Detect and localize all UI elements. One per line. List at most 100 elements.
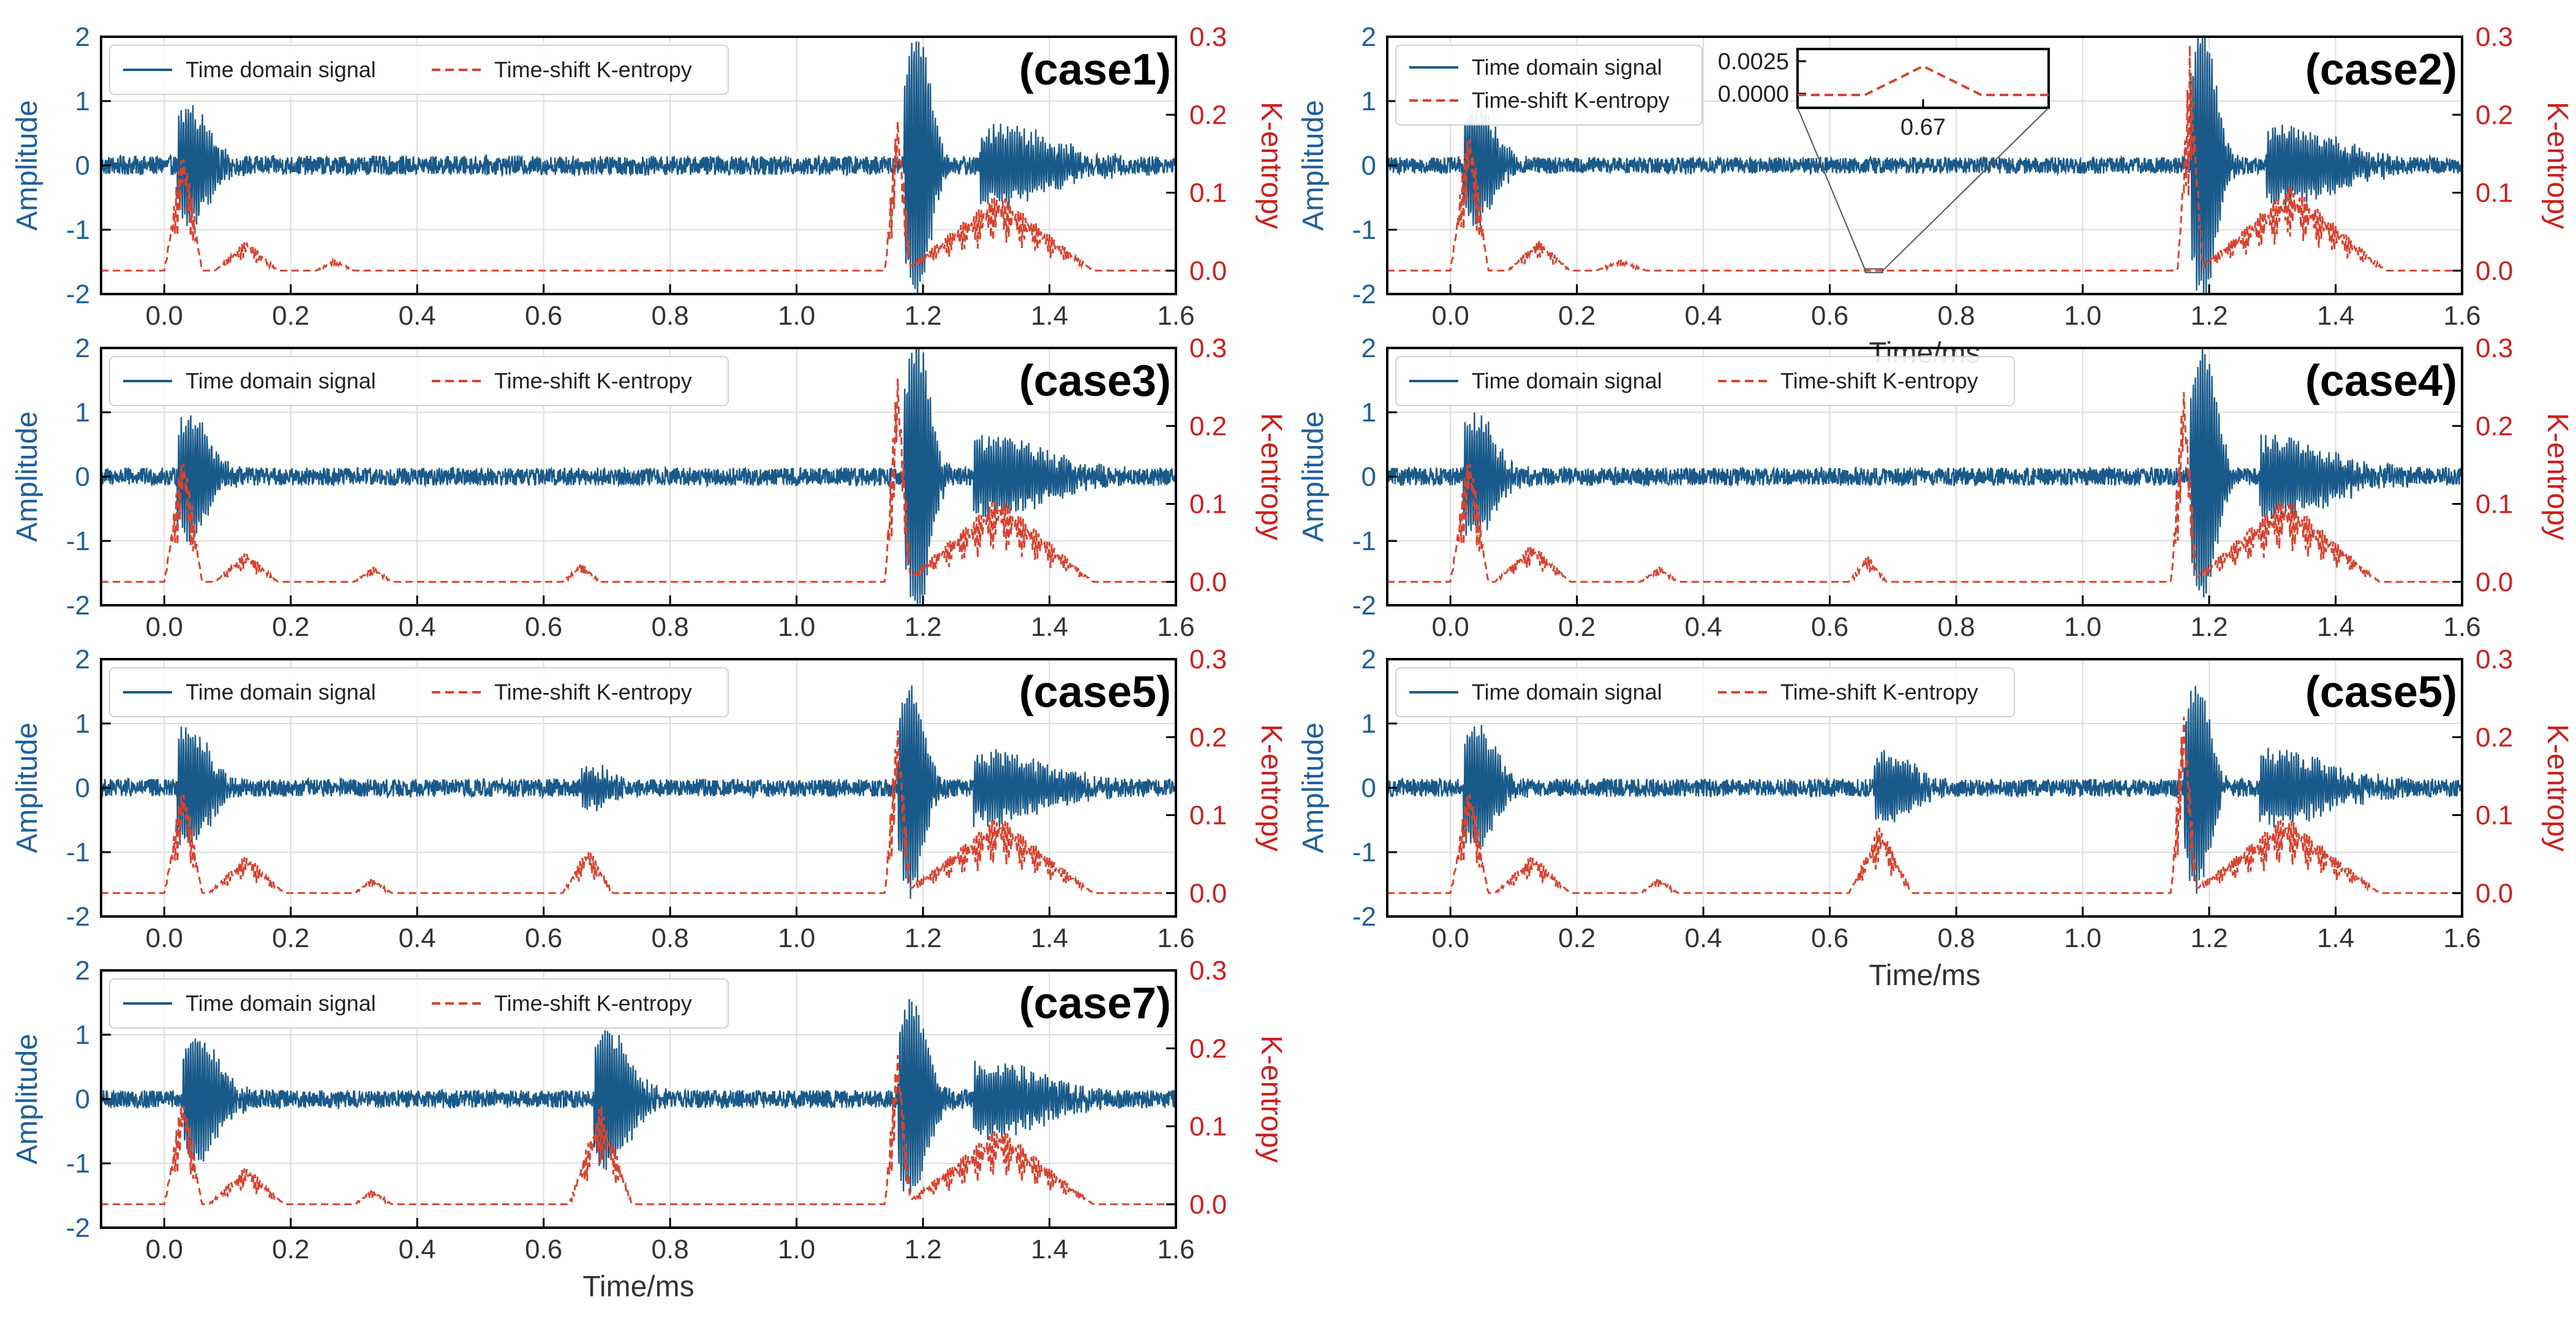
k-entropy-line — [101, 730, 1176, 894]
x-tick-label: 0.2 — [272, 1234, 309, 1264]
y-left-tick-label: 2 — [75, 22, 90, 52]
y-left-tick-label: 2 — [1361, 22, 1376, 52]
series — [1387, 348, 2462, 598]
y-left-tick-label: 2 — [1361, 644, 1376, 674]
y-right-tick-label: 0.2 — [2476, 100, 2513, 130]
y-right-tick-label: 0.2 — [2476, 411, 2513, 441]
legend-entropy-label: Time-shift K-entropy — [1780, 368, 1978, 393]
y-left-tick-label: 1 — [75, 398, 90, 428]
y-right-tick-label: 0.0 — [1189, 567, 1227, 597]
x-tick-label: 0.8 — [1938, 301, 1975, 331]
y-left-tick-label: -2 — [66, 591, 90, 621]
y-right-tick-label: 0.3 — [1189, 956, 1227, 986]
y-left-tick-label: 0 — [1361, 462, 1376, 492]
y-right-tick-label: 0.0 — [2476, 878, 2513, 909]
legend: Time domain signal Time-shift K-entropy — [109, 45, 729, 95]
inset-x-tick-label: 0.67 — [1900, 115, 1946, 140]
x-tick-label: 1.4 — [1031, 1234, 1068, 1264]
k-entropy-line — [1387, 717, 2462, 894]
x-tick-label: 1.2 — [904, 923, 941, 953]
x-tick-label: 0.6 — [1811, 301, 1848, 331]
time-domain-signal-line — [1387, 348, 2462, 598]
y-left-label: Amplitude — [11, 411, 43, 542]
x-tick-label: 0.4 — [399, 612, 436, 642]
x-tick-label: 1.4 — [1031, 612, 1068, 642]
y-left-axis: 2 1 0 -1 -2 — [66, 956, 111, 1243]
legend-box — [1395, 667, 2015, 717]
y-right-tick-label: 0.0 — [2476, 567, 2513, 597]
legend-entropy-label: Time-shift K-entropy — [1472, 88, 1670, 113]
panel-title: (case7) — [1019, 979, 1171, 1028]
y-left-tick-label: 1 — [1361, 86, 1376, 116]
x-axis: 0.0 0.2 0.4 0.6 0.8 1.0 1.2 1.4 1.6 — [1432, 284, 2481, 331]
y-right-tick-label: 0.3 — [1189, 644, 1227, 674]
time-domain-signal-line — [101, 999, 1176, 1193]
x-tick-label: 1.2 — [2190, 301, 2228, 331]
y-right-axis: 0.3 0.2 0.1 0.0 — [1166, 22, 1227, 286]
panel-case1: 0.0 0.2 0.4 0.6 0.8 1.0 1.2 1.4 1.6 2 1 0 -1 -2 0.3 0.2… — [11, 22, 1287, 331]
y-left-tick-label: -1 — [66, 837, 90, 867]
panel-title: (case3) — [1019, 357, 1171, 406]
y-left-axis: 2 1 0 -1 -2 — [66, 333, 111, 621]
time-domain-signal-line — [1387, 37, 2462, 294]
y-right-label: K-entropy — [1255, 102, 1287, 229]
legend-box — [109, 356, 729, 406]
x-tick-label: 1.4 — [2317, 301, 2354, 331]
x-axis: 0.0 0.2 0.4 0.6 0.8 1.0 1.2 1.4 1.6 — [146, 1218, 1195, 1264]
y-left-tick-label: 0 — [75, 1084, 90, 1114]
y-right-tick-label: 0.3 — [2476, 333, 2513, 363]
panel-case5a: 0.0 0.2 0.4 0.6 0.8 1.0 1.2 1.4 1.6 2 1 0 -1 -2 0.3 0.2… — [11, 644, 1287, 953]
y-right-axis: 0.3 0.2 0.1 0.0 — [1166, 956, 1227, 1220]
y-left-label: Amplitude — [11, 1033, 43, 1164]
x-tick-label: 1.4 — [1031, 301, 1068, 331]
x-tick-label: 0.0 — [146, 1234, 183, 1264]
y-left-axis: 2 1 0 -1 -2 — [1352, 333, 1397, 621]
y-left-axis: 2 1 0 -1 -2 — [1352, 644, 1397, 932]
x-label: Time/ms — [1869, 959, 1980, 992]
x-tick-label: 0.8 — [652, 612, 689, 642]
x-tick-label: 0.2 — [1558, 612, 1595, 642]
legend-box — [1395, 356, 2015, 406]
x-tick-label: 0.6 — [525, 1234, 562, 1264]
y-right-axis: 0.3 0.2 0.1 0.0 — [2452, 644, 2513, 909]
y-right-tick-label: 0.1 — [2476, 489, 2513, 520]
panel-title: (case5) — [2305, 668, 2457, 717]
y-right-tick-label: 0.0 — [1189, 256, 1227, 286]
legend: Time domain signal Time-shift K-entropy — [1395, 667, 2015, 717]
y-left-tick-label: 1 — [1361, 398, 1376, 428]
x-tick-label: 1.0 — [778, 301, 815, 331]
panel-title: (case2) — [2305, 45, 2457, 94]
legend-box — [109, 667, 729, 717]
y-left-tick-label: -1 — [1352, 837, 1376, 867]
series — [101, 685, 1176, 899]
y-left-label: Amplitude — [1297, 722, 1330, 853]
y-right-tick-label: 0.3 — [1189, 22, 1227, 52]
time-domain-signal-line — [101, 685, 1176, 899]
x-tick-label: 0.0 — [1432, 301, 1469, 331]
y-left-tick-label: 1 — [1361, 709, 1376, 739]
legend: Time domain signal Time-shift K-entropy — [1395, 356, 2015, 406]
panel-title: (case4) — [2305, 357, 2457, 406]
x-tick-label: 0.0 — [146, 301, 183, 331]
legend-signal-label: Time domain signal — [186, 57, 376, 82]
y-left-label: Amplitude — [1297, 100, 1330, 230]
x-tick-label: 1.2 — [2190, 923, 2228, 953]
inset-connector — [1882, 107, 2049, 271]
x-tick-label: 1.4 — [2317, 612, 2354, 642]
x-tick-label: 1.6 — [1157, 1234, 1194, 1264]
inset-connector — [1797, 107, 1866, 271]
y-right-tick-label: 0.0 — [1189, 1190, 1227, 1220]
x-tick-label: 0.8 — [652, 1234, 689, 1264]
legend: Time domain signal Time-shift K-entropy — [109, 356, 729, 406]
y-right-label: K-entropy — [1255, 724, 1287, 852]
legend-signal-label: Time domain signal — [186, 679, 376, 705]
y-left-tick-label: 2 — [75, 956, 90, 986]
x-tick-label: 1.6 — [2443, 923, 2480, 953]
series — [101, 348, 1176, 605]
y-left-tick-label: -2 — [66, 902, 90, 932]
x-axis: 0.0 0.2 0.4 0.6 0.8 1.0 1.2 1.4 1.6 — [1432, 907, 2481, 953]
x-axis: 0.0 0.2 0.4 0.6 0.8 1.0 1.2 1.4 1.6 — [1432, 595, 2481, 642]
k-entropy-line — [101, 121, 1176, 272]
panel-case5b: 0.0 0.2 0.4 0.6 0.8 1.0 1.2 1.4 1.6 2 1 0 -1 -2 0.3 0.2… — [1297, 644, 2574, 992]
